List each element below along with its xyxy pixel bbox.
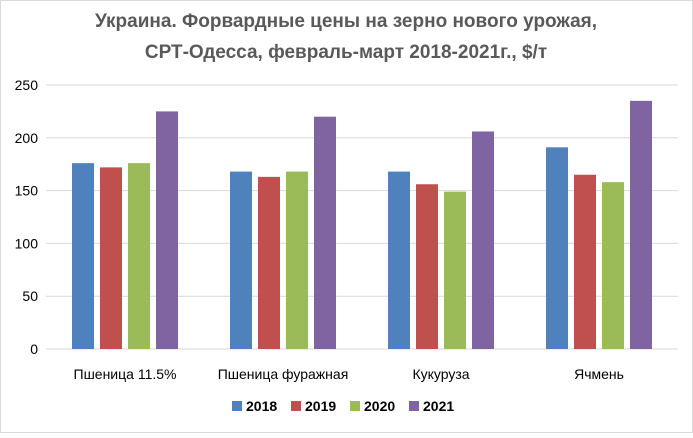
y-tick-label-250: 250 [15,77,39,93]
bar-2019-4 [574,174,596,349]
y-axis-tick-labels: 0 50 100 150 200 250 [15,77,39,357]
x-category-label-1: Пшеница 11.5% [74,366,177,382]
legend-label-2019: 2019 [305,398,336,414]
y-tick-label-150: 150 [15,183,39,199]
legend-label-2018: 2018 [246,398,277,414]
legend-swatch-2021 [409,401,419,411]
legend-swatch-2018 [232,401,242,411]
x-axis-category-labels: Пшеница 11.5% Пшеница фуражная Кукуруза Ячм… [74,366,624,382]
bar-2018-2 [230,171,252,349]
legend: 2018 2019 2020 2021 [232,398,454,414]
bar-2019-2 [258,176,280,349]
y-tick-label-200: 200 [15,130,39,146]
y-tick-label-50: 50 [22,288,38,304]
legend-swatch-2020 [350,401,360,411]
bar-2018-1 [72,163,94,349]
bar-2021-2 [314,116,336,350]
legend-swatch-2019 [291,401,301,411]
gridlines [46,84,678,350]
legend-label-2020: 2020 [364,398,395,414]
bar-2019-1 [100,167,122,349]
bar-2020-3 [444,191,466,349]
bar-2021-3 [472,131,494,349]
bar-2020-4 [602,182,624,349]
y-tick-label-100: 100 [15,235,39,251]
bar-2020-1 [128,163,150,349]
bar-2019-3 [416,184,438,349]
chart-title-line-1: Украина. Форвардные цены на зерно нового… [95,11,597,32]
x-category-label-2: Пшеница фуражная [218,366,349,382]
bar-2021-1 [156,111,178,350]
bar-2018-4 [546,147,568,349]
bar-2020-2 [286,171,308,349]
bar-2021-4 [630,100,652,349]
chart-title-line-2: СРТ-Одесса, февраль-март 2018-2021г., $/… [145,42,547,63]
x-category-label-4: Ячмень [574,366,624,382]
bar-2018-3 [388,171,410,349]
x-category-label-3: Кукуруза [412,366,469,382]
y-tick-label-0: 0 [30,341,38,357]
legend-label-2021: 2021 [423,398,454,414]
bars [72,100,652,350]
